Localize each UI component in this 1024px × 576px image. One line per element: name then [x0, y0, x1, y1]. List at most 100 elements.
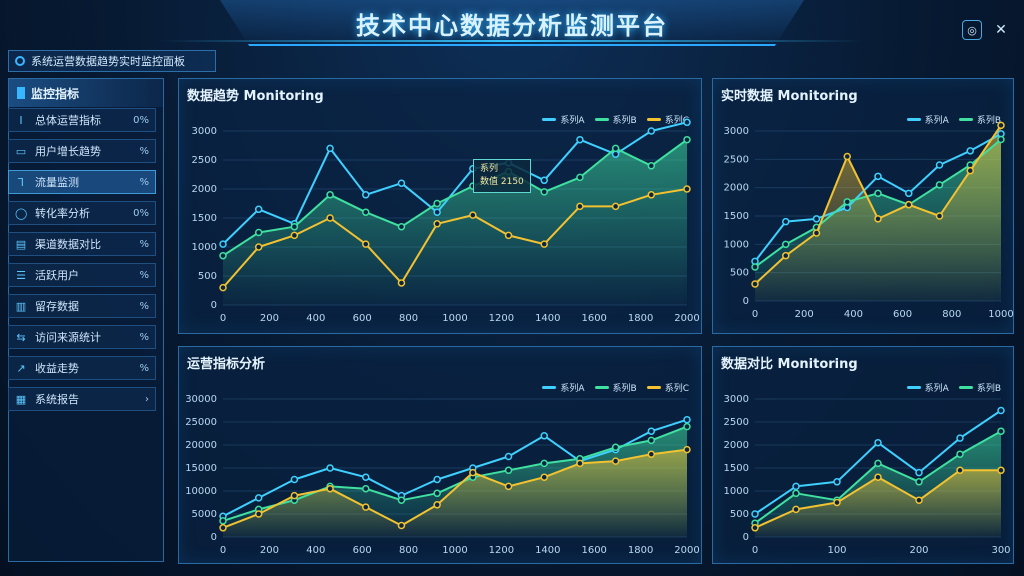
legend-item[interactable]: 系列A [906, 113, 949, 126]
data-point[interactable] [792, 489, 800, 498]
sidebar-item[interactable]: ▥ 留存数据% [8, 294, 156, 318]
data-point[interactable] [997, 135, 1005, 144]
data-point[interactable] [683, 415, 691, 424]
data-point[interactable] [792, 482, 800, 491]
data-point[interactable] [647, 436, 656, 445]
data-point[interactable] [576, 202, 584, 211]
data-point[interactable] [433, 475, 441, 484]
data-point[interactable] [540, 459, 548, 468]
data-point[interactable] [611, 443, 620, 452]
data-point[interactable] [874, 459, 882, 468]
data-point[interactable] [290, 222, 299, 231]
legend-item[interactable]: 系列C [646, 381, 689, 394]
data-point[interactable] [997, 121, 1005, 130]
legend-item[interactable]: 系列B [958, 113, 1001, 126]
data-point[interactable] [219, 517, 227, 525]
sidebar-item[interactable]: ▭ 用户增长趋势% [8, 139, 156, 163]
data-point[interactable] [683, 135, 691, 144]
data-point[interactable] [812, 215, 821, 223]
sidebar-item[interactable]: ☰ 活跃用户% [8, 263, 156, 287]
data-point[interactable] [843, 152, 851, 161]
data-point[interactable] [915, 468, 923, 477]
data-point[interactable] [433, 220, 441, 228]
data-point[interactable] [397, 179, 406, 187]
data-point[interactable] [254, 243, 263, 251]
sidebar-item[interactable]: ↗ 收益走势% [8, 356, 156, 380]
close-icon[interactable]: ✕ [995, 22, 1007, 38]
data-point[interactable] [290, 231, 299, 240]
data-point[interactable] [469, 211, 477, 219]
data-point[interactable] [540, 432, 548, 440]
data-point[interactable] [397, 279, 406, 287]
data-point[interactable] [997, 427, 1005, 435]
data-point[interactable] [397, 222, 406, 231]
sidebar-item[interactable]: I 总体运营指标 0% [8, 108, 156, 132]
legend-item[interactable]: 系列B [594, 113, 637, 126]
data-point[interactable] [647, 162, 656, 170]
data-point[interactable] [219, 240, 227, 248]
data-point[interactable] [540, 473, 548, 481]
data-point[interactable] [874, 438, 882, 447]
legend-item[interactable]: 系列A [542, 113, 585, 126]
data-point[interactable] [683, 185, 691, 193]
data-point[interactable] [290, 475, 299, 484]
data-point[interactable] [362, 191, 370, 199]
legend-item[interactable]: 系列A [542, 381, 585, 394]
data-point[interactable] [935, 212, 944, 220]
data-point[interactable] [469, 468, 477, 477]
data-point[interactable] [576, 459, 584, 468]
data-point[interactable] [219, 524, 227, 532]
data-point[interactable] [647, 450, 656, 458]
data-point[interactable] [504, 452, 513, 461]
data-point[interactable] [751, 280, 759, 288]
data-point[interactable] [433, 489, 441, 498]
data-point[interactable] [647, 127, 656, 135]
data-point[interactable] [812, 229, 821, 237]
data-point[interactable] [504, 466, 513, 475]
data-point[interactable] [647, 191, 656, 199]
data-point[interactable] [683, 445, 691, 454]
data-point[interactable] [905, 189, 913, 198]
data-point[interactable] [751, 510, 759, 518]
data-point[interactable] [326, 144, 334, 153]
data-point[interactable] [782, 251, 790, 260]
data-point[interactable] [935, 161, 944, 169]
legend-item[interactable]: 系列B [594, 381, 637, 394]
data-point[interactable] [751, 524, 759, 532]
sidebar-item[interactable]: ⅂ 流量监测% [8, 170, 156, 194]
data-point[interactable] [326, 214, 334, 222]
data-point[interactable] [290, 491, 299, 500]
data-point[interactable] [219, 283, 227, 292]
data-point[interactable] [915, 478, 923, 486]
data-point[interactable] [254, 205, 263, 214]
data-point[interactable] [540, 240, 548, 248]
settings-icon[interactable]: ◎ [962, 20, 982, 40]
data-point[interactable] [362, 503, 370, 511]
legend-item[interactable]: 系列A [906, 381, 949, 394]
data-point[interactable] [905, 200, 913, 209]
data-point[interactable] [683, 118, 691, 127]
data-point[interactable] [326, 191, 334, 199]
data-point[interactable] [966, 147, 974, 155]
data-point[interactable] [540, 176, 548, 185]
data-point[interactable] [504, 231, 513, 240]
data-point[interactable] [956, 466, 964, 475]
data-point[interactable] [782, 217, 790, 226]
data-point[interactable] [874, 215, 882, 223]
data-point[interactable] [397, 521, 406, 530]
data-point[interactable] [576, 135, 584, 144]
sidebar-item[interactable]: ⇆ 访问来源统计% [8, 325, 156, 349]
sidebar-item[interactable]: ▤ 渠道数据对比% [8, 232, 156, 256]
data-point[interactable] [843, 198, 851, 206]
data-point[interactable] [326, 484, 334, 493]
legend-item[interactable]: 系列C [646, 113, 689, 126]
data-point[interactable] [219, 251, 227, 260]
data-point[interactable] [956, 434, 964, 442]
data-point[interactable] [254, 510, 263, 518]
data-point[interactable] [874, 172, 882, 181]
data-point[interactable] [792, 505, 800, 514]
data-point[interactable] [611, 144, 620, 153]
sidebar-item[interactable]: ▦ 系统报告 › [8, 387, 156, 411]
data-point[interactable] [362, 473, 370, 481]
data-point[interactable] [874, 473, 882, 481]
